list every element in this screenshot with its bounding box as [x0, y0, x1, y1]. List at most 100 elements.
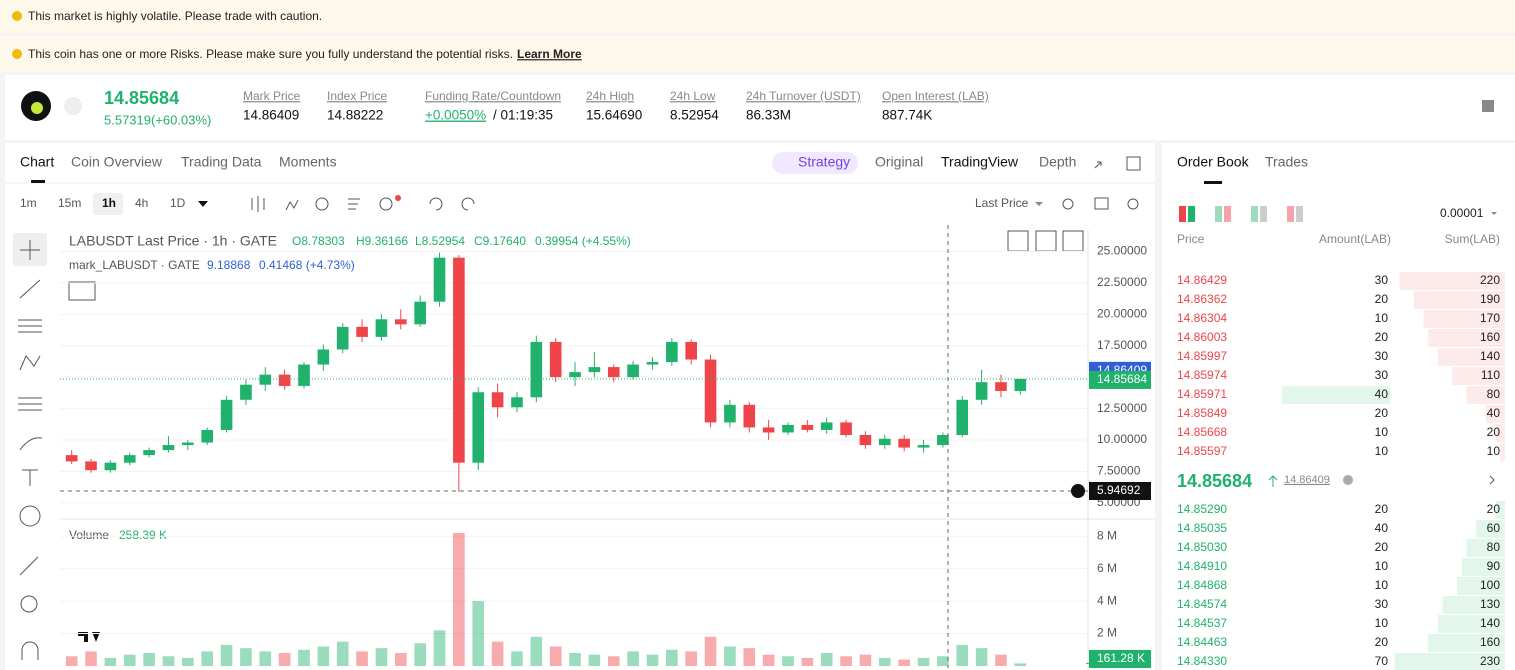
toolbar-icons: [13, 156, 1141, 660]
depth-bar: [1457, 577, 1505, 595]
icon-button[interactable]: [1482, 100, 1494, 112]
volume-bar: [917, 657, 930, 666]
book-sum: 10: [1487, 444, 1501, 458]
stat-value: 887.74K: [882, 108, 932, 123]
candle-body: [104, 462, 117, 471]
volume-bar: [453, 532, 465, 666]
volume-bar: [240, 648, 252, 666]
candle-body: [782, 424, 794, 433]
view-tab[interactable]: TradingView: [941, 154, 1019, 170]
book-sum: 230: [1480, 654, 1500, 668]
book-price: 14.84537: [1177, 616, 1227, 630]
book-price: 14.85849: [1177, 406, 1227, 420]
y-tick-label: 7.50000: [1097, 464, 1141, 478]
book-sum: 80: [1487, 540, 1501, 554]
crosshair-plus[interactable]: [1071, 483, 1085, 498]
book-tab[interactable]: Trades: [1265, 154, 1308, 170]
chart-tab[interactable]: Trading Data: [181, 154, 262, 170]
mark-legend-title: mark_LABUSDT · GATE: [69, 258, 200, 272]
book-price: 14.85668: [1177, 425, 1227, 439]
price-source[interactable]: Last Price: [975, 196, 1029, 210]
dropdown-arrow: [1035, 202, 1043, 206]
book-sum: 130: [1480, 597, 1500, 611]
candle-body: [801, 424, 814, 430]
view-tab[interactable]: Strategy: [798, 154, 850, 170]
depth-bar: [1428, 634, 1505, 652]
book-amount: 10: [1375, 578, 1389, 592]
volume-bar: [724, 646, 736, 666]
candle-body: [646, 362, 659, 365]
learn-more-link[interactable]: Learn More: [517, 47, 582, 61]
book-price: 14.84574: [1177, 597, 1227, 611]
stat-label: Index Price: [327, 89, 387, 103]
active-tab-underline: [1204, 181, 1222, 184]
y-tick-label: 22.50000: [1097, 275, 1147, 289]
volume-tick-label: 4 M: [1097, 593, 1117, 607]
book-amount: 20: [1375, 540, 1389, 554]
active-interval-bg: [93, 193, 123, 215]
volume-bar: [317, 646, 330, 666]
book-amount: 30: [1375, 349, 1389, 363]
volume-bar: [278, 653, 291, 666]
banner-text: This market is highly volatile. Please t…: [28, 9, 322, 23]
last-price-tag: 14.85684: [1097, 372, 1147, 386]
book-sum: 20: [1487, 425, 1501, 439]
candle-body: [453, 257, 465, 463]
volume-bar: [511, 651, 523, 666]
book-price: 14.85971: [1177, 387, 1227, 401]
legend-high: H9.36166: [356, 234, 408, 248]
favorite-star[interactable]: [64, 97, 82, 115]
volume-bar: [569, 653, 581, 666]
volume-bar: [123, 654, 136, 666]
candle-body: [607, 367, 620, 378]
chart-tab[interactable]: Coin Overview: [71, 154, 163, 170]
own-order-highlight: [1282, 386, 1390, 404]
book-price: 14.86429: [1177, 273, 1227, 287]
candle-body: [956, 399, 969, 435]
banner-bg: [0, 36, 1515, 72]
view-tab[interactable]: Original: [875, 154, 923, 170]
volume-bar: [182, 657, 194, 666]
depth-bar: [1495, 501, 1505, 519]
volume-bar: [549, 646, 562, 666]
chart-tab[interactable]: Moments: [279, 154, 337, 170]
book-price: 14.84330: [1177, 654, 1227, 668]
candle-body: [588, 367, 601, 373]
candle-body: [201, 429, 214, 443]
candle-body: [530, 341, 543, 398]
volume-bar: [743, 648, 756, 666]
interval[interactable]: 1h: [102, 196, 116, 210]
candle-body: [724, 404, 736, 423]
book-price: 14.85597: [1177, 444, 1227, 458]
stat-value: 8.52954: [670, 108, 719, 123]
book-amount: 30: [1375, 273, 1389, 287]
interval[interactable]: 1m: [20, 196, 37, 210]
chart-tab[interactable]: Chart: [20, 154, 54, 170]
candle-body: [123, 455, 136, 463]
chevron[interactable]: [1489, 475, 1495, 485]
candle-body: [704, 359, 717, 423]
stat-value: +0.0050%: [425, 108, 486, 123]
candle-body: [549, 341, 562, 378]
interval[interactable]: 15m: [58, 196, 81, 210]
interval[interactable]: 1D: [170, 196, 186, 210]
volume-bar: [588, 654, 601, 666]
precision[interactable]: 0.00001: [1440, 206, 1484, 220]
interval[interactable]: 4h: [135, 196, 148, 210]
warn-icon: [12, 49, 22, 59]
banner-text: This coin has one or more Risks. Please …: [28, 47, 513, 61]
book-sum: 140: [1480, 616, 1500, 630]
candle-body: [375, 319, 388, 337]
book-sum: 140: [1480, 349, 1500, 363]
strategy-pill[interactable]: [772, 152, 858, 174]
volume-bar: [220, 644, 233, 666]
book-amount: 10: [1375, 311, 1389, 325]
legend-title: LABUSDT Last Price · 1h · GATE: [69, 233, 277, 249]
volume-bar: [65, 656, 78, 666]
volume-bar: [414, 643, 426, 666]
book-sum: 220: [1480, 273, 1500, 287]
y-tick-label: 20.00000: [1097, 306, 1147, 320]
book-tab[interactable]: Order Book: [1177, 154, 1250, 170]
view-tab[interactable]: Depth: [1039, 154, 1076, 170]
